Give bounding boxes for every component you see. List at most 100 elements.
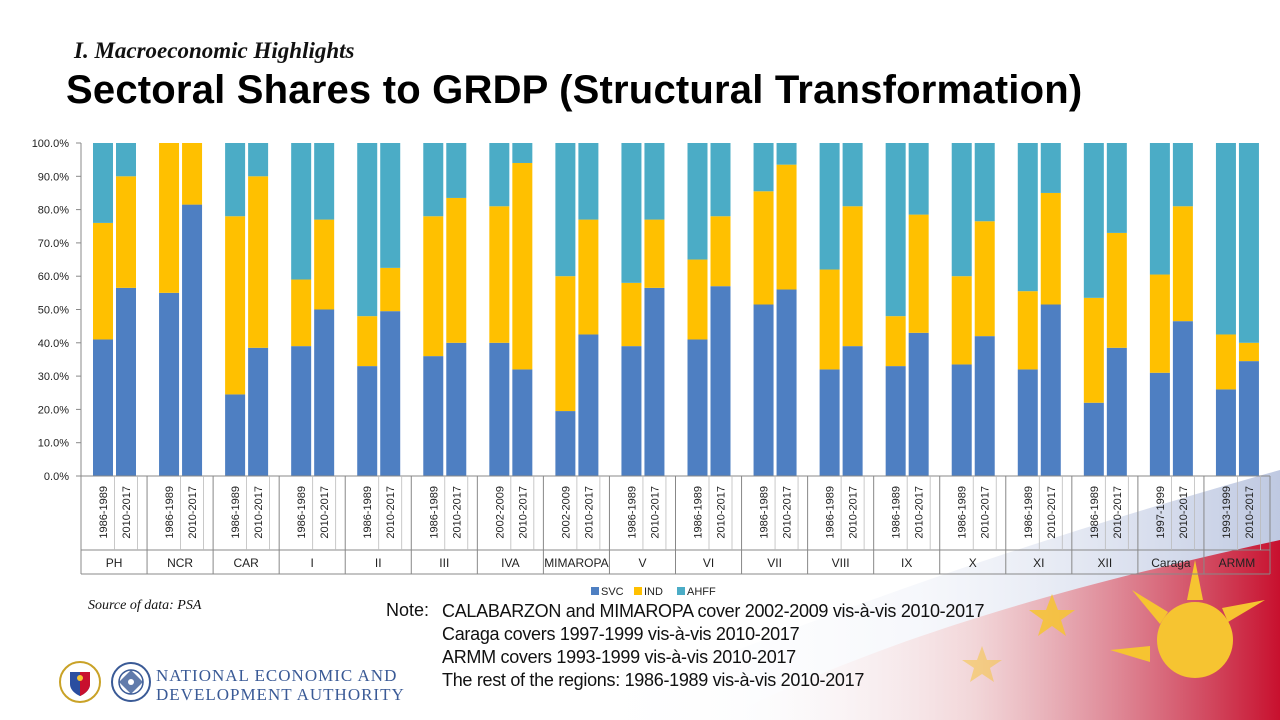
bar-segment-svc <box>93 339 113 476</box>
bar-segment-ind <box>1149 274 1170 373</box>
region-label: ARMM <box>1219 556 1256 570</box>
region-label: VIII <box>832 556 850 570</box>
region-label: I <box>311 556 314 570</box>
bar-segment-svc <box>423 356 444 476</box>
y-tick-label: 10.0% <box>38 438 69 450</box>
bar-segment-ind <box>555 276 576 412</box>
legend-label-ahff: AHFF <box>687 586 716 598</box>
bar-segment-ind <box>710 216 731 287</box>
period-label: 2010-2017 <box>385 486 397 539</box>
bar-segment-ind <box>819 269 840 370</box>
bar-segment-svc <box>951 364 972 476</box>
bar-segment-ind <box>489 206 510 343</box>
bar-segment-ind <box>908 214 929 333</box>
bar-segment-svc <box>578 334 599 476</box>
bar-segment-ahff <box>578 143 599 220</box>
bar-segment-svc <box>710 286 731 476</box>
legend-swatch-svc <box>591 587 599 595</box>
period-label: 1997-1999 <box>1155 486 1167 539</box>
bar-segment-ahff <box>291 143 312 280</box>
bar-segment-svc <box>182 204 203 477</box>
period-label: 2010-2017 <box>1244 486 1256 539</box>
bar-segment-ind <box>776 164 797 290</box>
bar-segment-ahff <box>1238 143 1259 343</box>
y-tick-label: 100.0% <box>32 138 70 150</box>
logos <box>58 660 152 704</box>
bar-segment-ind <box>951 276 972 365</box>
y-tick-label: 30.0% <box>38 371 69 383</box>
neda-logo <box>111 662 151 702</box>
bar-segment-ahff <box>225 143 246 217</box>
bar-segment-ind <box>512 162 533 370</box>
bar-segment-svc <box>1172 321 1193 476</box>
bar-segment-ahff <box>753 143 774 192</box>
bar-segment-ahff <box>819 143 840 270</box>
bar-segment-ahff <box>1106 143 1127 233</box>
period-label: 1986-1989 <box>891 486 903 539</box>
bar-segment-ind <box>380 267 401 312</box>
bar-segment-svc <box>819 369 840 476</box>
bar-segment-svc <box>291 346 312 476</box>
bar-segment-svc <box>644 287 665 476</box>
bar-segment-ahff <box>555 143 576 277</box>
bar-segment-svc <box>357 366 378 476</box>
period-label: 2010-2017 <box>451 486 463 539</box>
bar-segment-svc <box>1149 372 1170 476</box>
bar-segment-svc <box>512 369 533 476</box>
bar-segment-ahff <box>1172 143 1193 207</box>
agency-name-line1: NATIONAL ECONOMIC AND <box>156 666 398 685</box>
stacked-bar-chart: 0.0% 10.0% 20.0% 30.0% 40.0% 50.0% 60.0% 70.0% 8… <box>32 138 1271 598</box>
note-line: ARMM covers 1993-1999 vis-à-vis 2010-201… <box>442 647 796 667</box>
y-tick-label: 80.0% <box>38 205 69 217</box>
bar-segment-ahff <box>380 143 401 268</box>
bar-segment-ind <box>93 222 113 340</box>
bar-segment-ind <box>842 206 863 347</box>
region-label: PH <box>106 556 123 570</box>
period-label: 1986-1989 <box>362 486 374 539</box>
bar-segment-ind <box>423 216 444 357</box>
period-label: 2010-2017 <box>1178 486 1190 539</box>
bar-segment-ind <box>1238 342 1259 362</box>
period-label: 2010-2017 <box>1112 486 1124 539</box>
region-label: IX <box>901 556 912 570</box>
bar-segment-svc <box>225 394 246 476</box>
bar-segment-svc <box>1083 402 1104 476</box>
bar-segment-svc <box>1238 361 1259 476</box>
period-label: 2010-2017 <box>914 486 926 539</box>
y-tick-label: 60.0% <box>38 271 69 283</box>
period-label: 2010-2017 <box>121 486 133 539</box>
region-label: X <box>969 556 977 570</box>
bar-segment-ahff <box>710 143 731 217</box>
bar-segment-svc <box>885 366 906 476</box>
bar-segment-ahff <box>644 143 665 220</box>
bar-segment-svc <box>314 309 335 476</box>
bar-segment-ahff <box>1149 143 1170 275</box>
period-label: 2010-2017 <box>649 486 661 539</box>
bar-segment-ind <box>182 143 203 205</box>
period-label: 2002-2009 <box>494 486 506 539</box>
bar-segment-ind <box>578 219 599 335</box>
source-note: Source of data: PSA <box>88 598 202 613</box>
agency-name-line2: DEVELOPMENT AUTHORITY <box>156 685 405 704</box>
bar-segment-ahff <box>357 143 378 317</box>
note-line: The rest of the regions: 1986-1989 vis-à… <box>442 670 865 690</box>
bar-segment-ind <box>1017 291 1038 370</box>
bar-segment-ind <box>885 316 906 367</box>
bar-segment-svc <box>248 347 269 476</box>
period-label: 1986-1989 <box>164 486 176 539</box>
region-label: XI <box>1033 556 1044 570</box>
bar-segment-ind <box>357 316 378 367</box>
period-label: 1986-1989 <box>98 486 110 539</box>
bar-segment-svc <box>776 289 797 476</box>
star-icon <box>1029 594 1075 636</box>
bar-segment-ind <box>1215 334 1236 390</box>
bar-segment-svc <box>555 411 576 476</box>
bar-segment-svc <box>489 342 510 476</box>
bar-segment-ahff <box>621 143 642 283</box>
y-tick-label: 0.0% <box>44 471 69 483</box>
y-tick-label: 40.0% <box>38 338 69 350</box>
bar-segment-ahff <box>512 143 533 163</box>
bar-segment-ind <box>1040 192 1061 305</box>
period-label: 2010-2017 <box>319 486 331 539</box>
